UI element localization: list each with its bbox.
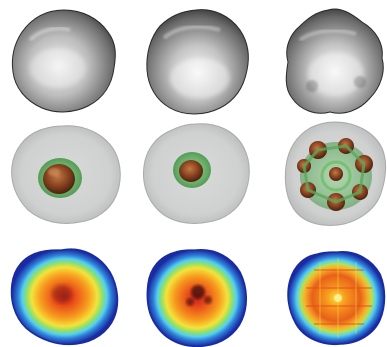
surface-rendering-3 [285,8,384,114]
shell-with-core-3 [284,121,387,226]
surface-rendering-2 [146,9,249,115]
density-slice-3 [287,251,386,346]
shell-with-core-2 [143,123,250,224]
surface-rendering-1 [11,9,116,113]
shell-with-core-1 [11,125,121,224]
density-slice-1 [10,248,119,346]
density-slice-2 [146,249,247,347]
